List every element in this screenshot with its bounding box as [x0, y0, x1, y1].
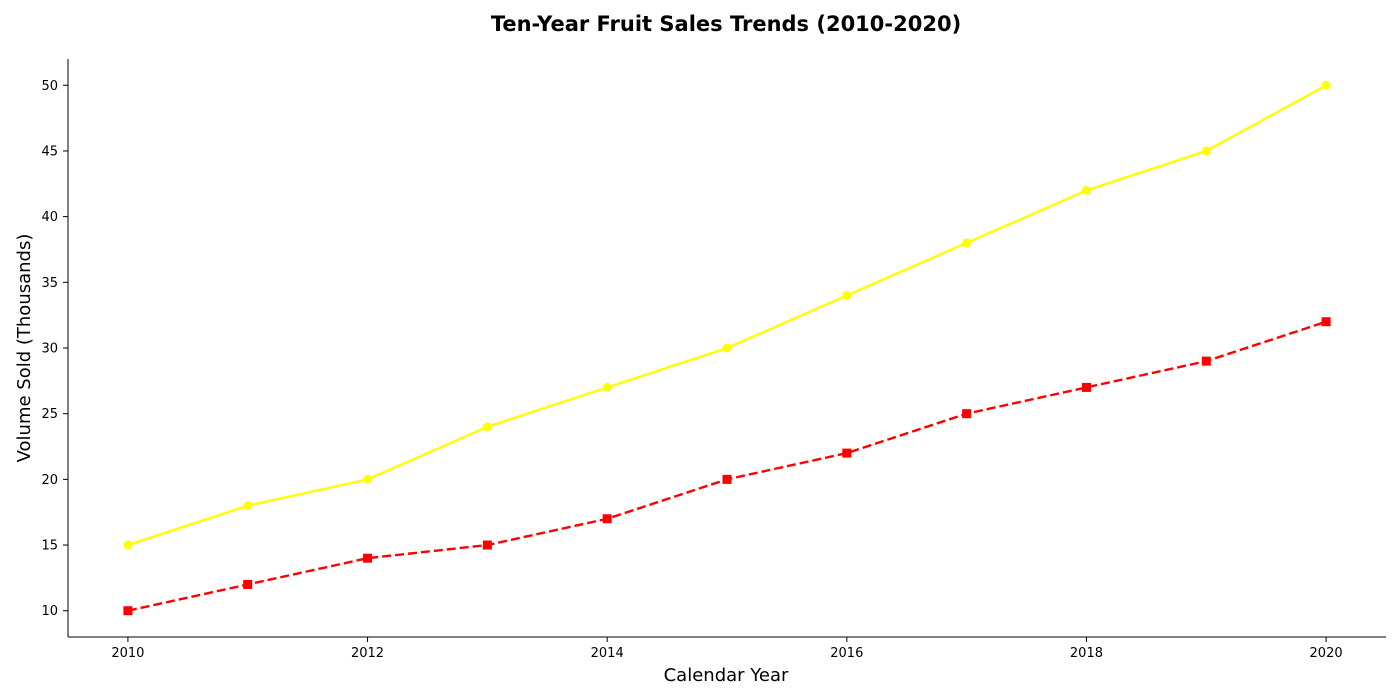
x-axis-ticks: 2010 2012 2014 2016 2018 2020: [111, 637, 1343, 661]
x-tick-label: 2018: [1070, 646, 1103, 661]
data-point: [1081, 185, 1091, 195]
data-point: [1201, 356, 1211, 366]
series-layer: [123, 80, 1331, 616]
y-tick-label: 20: [41, 473, 58, 488]
data-point: [1321, 80, 1331, 90]
y-tick-label: 15: [41, 539, 58, 554]
data-point: [123, 606, 133, 616]
data-point: [1321, 317, 1331, 327]
data-point: [363, 553, 373, 563]
data-point: [722, 474, 732, 484]
data-point: [602, 382, 612, 392]
data-point: [1201, 146, 1211, 156]
data-point: [243, 579, 253, 589]
data-point: [602, 514, 612, 524]
data-point: [842, 290, 852, 300]
y-axis-label: Volume Sold (Thousands): [14, 234, 35, 463]
data-point: [123, 540, 133, 550]
x-tick-label: 2020: [1310, 646, 1343, 661]
series-2: [123, 317, 1331, 616]
chart-title: Ten-Year Fruit Sales Trends (2010-2020): [491, 12, 961, 36]
data-point: [842, 448, 852, 458]
y-tick-label: 50: [41, 79, 58, 94]
x-tick-label: 2012: [351, 646, 384, 661]
y-tick-label: 35: [41, 276, 58, 291]
data-point: [962, 409, 972, 419]
data-point: [722, 343, 732, 353]
data-point: [1081, 382, 1091, 392]
x-axis-label: Calendar Year: [664, 665, 789, 686]
data-point: [363, 474, 373, 484]
data-point: [482, 540, 492, 550]
y-tick-label: 40: [41, 210, 58, 225]
y-axis-ticks: 10 15 20 25 30 35 40 45 50: [41, 79, 68, 619]
y-tick-label: 30: [41, 342, 58, 357]
x-tick-label: 2014: [591, 646, 624, 661]
y-tick-label: 25: [41, 407, 58, 422]
y-tick-label: 10: [41, 604, 58, 619]
y-tick-label: 45: [41, 144, 58, 159]
x-tick-label: 2010: [111, 646, 144, 661]
data-point: [243, 501, 253, 511]
data-point: [962, 238, 972, 248]
series-1: [123, 80, 1331, 550]
series-2-line: [127, 320, 1327, 612]
data-point: [482, 422, 492, 432]
x-tick-label: 2016: [830, 646, 863, 661]
